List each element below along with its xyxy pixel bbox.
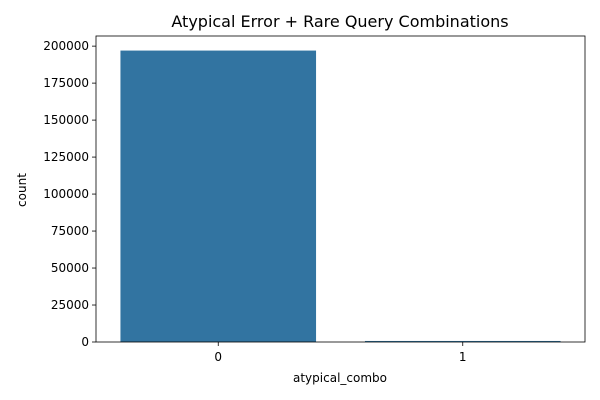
- y-tick-label: 50000: [51, 261, 89, 275]
- plot-frame: [95, 35, 586, 343]
- bars: [120, 50, 561, 342]
- y-tick-label: 200000: [43, 39, 89, 53]
- y-axis-ticks: 0 25000 50000 75000 100000 125000 150000 175000…: [43, 39, 96, 349]
- y-tick-label: 175000: [43, 76, 89, 90]
- y-tick-label: 100000: [43, 187, 89, 201]
- x-axis-label: atypical_combo: [293, 371, 387, 385]
- y-tick-label: 75000: [51, 224, 89, 238]
- y-tick-label: 150000: [43, 113, 89, 127]
- y-axis-label: count: [15, 173, 29, 207]
- y-tick-label: 25000: [51, 298, 89, 312]
- x-tick-label: 1: [459, 350, 467, 364]
- y-tick-label: 125000: [43, 150, 89, 164]
- bar-1: [364, 340, 561, 342]
- chart-title: Atypical Error + Rare Query Combinations: [171, 12, 508, 31]
- y-tick-label: 0: [81, 335, 89, 349]
- bar-0: [120, 50, 317, 342]
- x-tick-label: 0: [214, 350, 222, 364]
